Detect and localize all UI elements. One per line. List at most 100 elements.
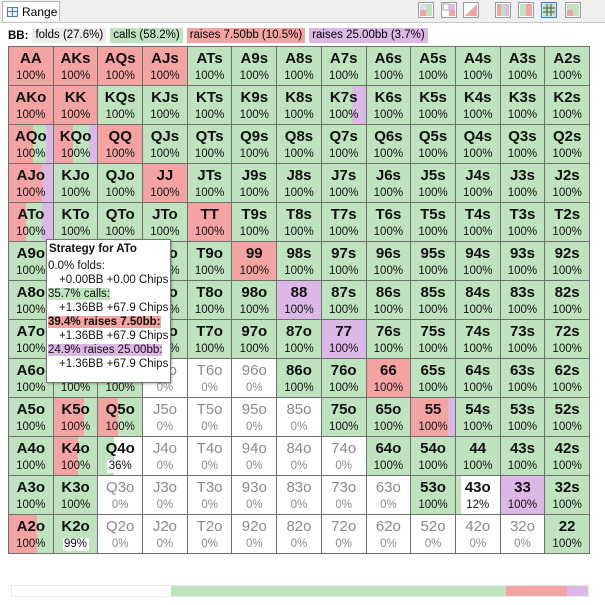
- hand-cell[interactable]: 66 100%: [365, 358, 412, 398]
- hand-cell[interactable]: K5s 100%: [410, 85, 456, 125]
- hand-cell[interactable]: QTo 100%: [97, 202, 144, 242]
- hand-cell[interactable]: 94o 0%: [231, 436, 278, 476]
- hand-cell[interactable]: 76s 100%: [365, 319, 412, 359]
- diagonal-view-button[interactable]: [463, 2, 479, 18]
- hand-cell[interactable]: K4s 100%: [454, 85, 501, 125]
- hand-cell[interactable]: 84s 100%: [454, 280, 501, 320]
- hand-cell[interactable]: 97o 100%: [231, 319, 278, 359]
- hand-cell[interactable]: T9o 100%: [186, 241, 233, 281]
- hand-cell[interactable]: J9s 100%: [231, 163, 278, 203]
- hand-cell[interactable]: 65s 100%: [410, 358, 456, 398]
- hand-cell[interactable]: 64s 100%: [454, 358, 501, 398]
- hand-cell[interactable]: 88 100%: [276, 280, 322, 320]
- hand-cell[interactable]: 97s 100%: [320, 241, 367, 281]
- hand-cell[interactable]: T9s 100%: [231, 202, 278, 242]
- hand-cell[interactable]: 22 100%: [544, 514, 590, 554]
- hand-cell[interactable]: A9s 100%: [231, 46, 278, 86]
- hand-cell[interactable]: J3s 100%: [499, 163, 546, 203]
- hand-cell[interactable]: T2s 100%: [544, 202, 590, 242]
- hand-cell[interactable]: T3o 0%: [186, 475, 233, 515]
- hand-cell[interactable]: A5s 100%: [410, 46, 456, 86]
- hand-cell[interactable]: K2o 99%: [52, 514, 99, 554]
- hand-cell[interactable]: 72s 100%: [544, 319, 590, 359]
- hand-cell[interactable]: KTs 100%: [186, 85, 233, 125]
- hand-cell[interactable]: AQo 100%: [8, 124, 54, 164]
- hand-cell[interactable]: 98o 100%: [231, 280, 278, 320]
- hand-cell[interactable]: 94s 100%: [454, 241, 501, 281]
- hand-cell[interactable]: ATs 100%: [186, 46, 233, 86]
- hand-cell[interactable]: AA 100%: [8, 46, 54, 86]
- hand-cell[interactable]: T5s 100%: [410, 202, 456, 242]
- hand-cell[interactable]: A4o 100%: [8, 436, 54, 476]
- hand-cell[interactable]: QJs 100%: [142, 124, 188, 164]
- hand-cell[interactable]: T6s 100%: [365, 202, 412, 242]
- hand-cell[interactable]: 75s 100%: [410, 319, 456, 359]
- hand-cell[interactable]: KK 100%: [52, 85, 99, 125]
- hand-cell[interactable]: KJo 100%: [52, 163, 99, 203]
- hand-cell[interactable]: J4o 0%: [142, 436, 188, 476]
- hand-cell[interactable]: T6o 0%: [186, 358, 233, 398]
- hand-cell[interactable]: K4o 100%: [52, 436, 99, 476]
- hand-cell[interactable]: T5o 0%: [186, 397, 233, 437]
- hand-cell[interactable]: 84o 0%: [276, 436, 322, 476]
- hand-cell[interactable]: 74o 0%: [320, 436, 367, 476]
- hand-cell[interactable]: J5o 0%: [142, 397, 188, 437]
- hand-cell[interactable]: 42o 0%: [454, 514, 501, 554]
- hand-cell[interactable]: 96s 100%: [365, 241, 412, 281]
- hand-cell[interactable]: J6s 100%: [365, 163, 412, 203]
- hand-cell[interactable]: T2o 0%: [186, 514, 233, 554]
- hand-cell[interactable]: 74s 100%: [454, 319, 501, 359]
- hand-cell[interactable]: 75o 100%: [320, 397, 367, 437]
- hand-cell[interactable]: 73o 0%: [320, 475, 367, 515]
- hand-cell[interactable]: J7s 100%: [320, 163, 367, 203]
- grid-view-button[interactable]: [541, 2, 557, 18]
- hand-cell[interactable]: 85o 0%: [276, 397, 322, 437]
- hand-cell[interactable]: 44 100%: [454, 436, 501, 476]
- hand-cell[interactable]: KQs 100%: [97, 85, 144, 125]
- hand-cell[interactable]: Q4o 36%: [97, 436, 144, 476]
- hand-cell[interactable]: 93s 100%: [499, 241, 546, 281]
- bars-view-button[interactable]: [495, 2, 511, 18]
- hand-cell[interactable]: J4s 100%: [454, 163, 501, 203]
- hand-cell[interactable]: TT 100%: [186, 202, 233, 242]
- hand-cell[interactable]: 65o 100%: [365, 397, 412, 437]
- hand-cell[interactable]: A7s 100%: [320, 46, 367, 86]
- hand-cell[interactable]: JTo 100%: [142, 202, 188, 242]
- hand-cell[interactable]: 64o 100%: [365, 436, 412, 476]
- hand-cell[interactable]: Q5o 100%: [97, 397, 144, 437]
- hand-cell[interactable]: Q7s 100%: [320, 124, 367, 164]
- hand-cell[interactable]: AKo 100%: [8, 85, 54, 125]
- hand-cell[interactable]: AJo 100%: [8, 163, 54, 203]
- hand-cell[interactable]: 55 100%: [410, 397, 456, 437]
- hand-cell[interactable]: 95s 100%: [410, 241, 456, 281]
- hand-cell[interactable]: 63s 100%: [499, 358, 546, 398]
- hand-cell[interactable]: QTs 100%: [186, 124, 233, 164]
- hand-cell[interactable]: K6s 100%: [365, 85, 412, 125]
- hand-cell[interactable]: A3o 100%: [8, 475, 54, 515]
- hand-cell[interactable]: 73s 100%: [499, 319, 546, 359]
- hand-cell[interactable]: A6s 100%: [365, 46, 412, 86]
- hand-cell[interactable]: Q2s 100%: [544, 124, 590, 164]
- hand-cell[interactable]: 42s 100%: [544, 436, 590, 476]
- hand-cell[interactable]: J5s 100%: [410, 163, 456, 203]
- hand-cell[interactable]: KJs 100%: [142, 85, 188, 125]
- hand-cell[interactable]: AKs 100%: [52, 46, 99, 86]
- hand-cell[interactable]: 98s 100%: [276, 241, 322, 281]
- hand-cell[interactable]: AQs 100%: [97, 46, 144, 86]
- columns-view-button[interactable]: [518, 2, 534, 18]
- hand-cell[interactable]: K3s 100%: [499, 85, 546, 125]
- hand-cell[interactable]: Q5s 100%: [410, 124, 456, 164]
- hand-cell[interactable]: 92o 0%: [231, 514, 278, 554]
- hand-cell[interactable]: J3o 0%: [142, 475, 188, 515]
- split-view-button[interactable]: [441, 2, 457, 18]
- hand-cell[interactable]: A2s 100%: [544, 46, 590, 86]
- hand-cell[interactable]: T7s 100%: [320, 202, 367, 242]
- hand-cell[interactable]: AJs 100%: [142, 46, 188, 86]
- hand-cell[interactable]: A5o 100%: [8, 397, 54, 437]
- hand-cell[interactable]: 32o 0%: [499, 514, 546, 554]
- hand-cell[interactable]: K3o 100%: [52, 475, 99, 515]
- hand-cell[interactable]: 87o 100%: [276, 319, 322, 359]
- hand-cell[interactable]: K5o 100%: [52, 397, 99, 437]
- hand-cell[interactable]: 76o 100%: [320, 358, 367, 398]
- hand-cell[interactable]: 77 100%: [320, 319, 367, 359]
